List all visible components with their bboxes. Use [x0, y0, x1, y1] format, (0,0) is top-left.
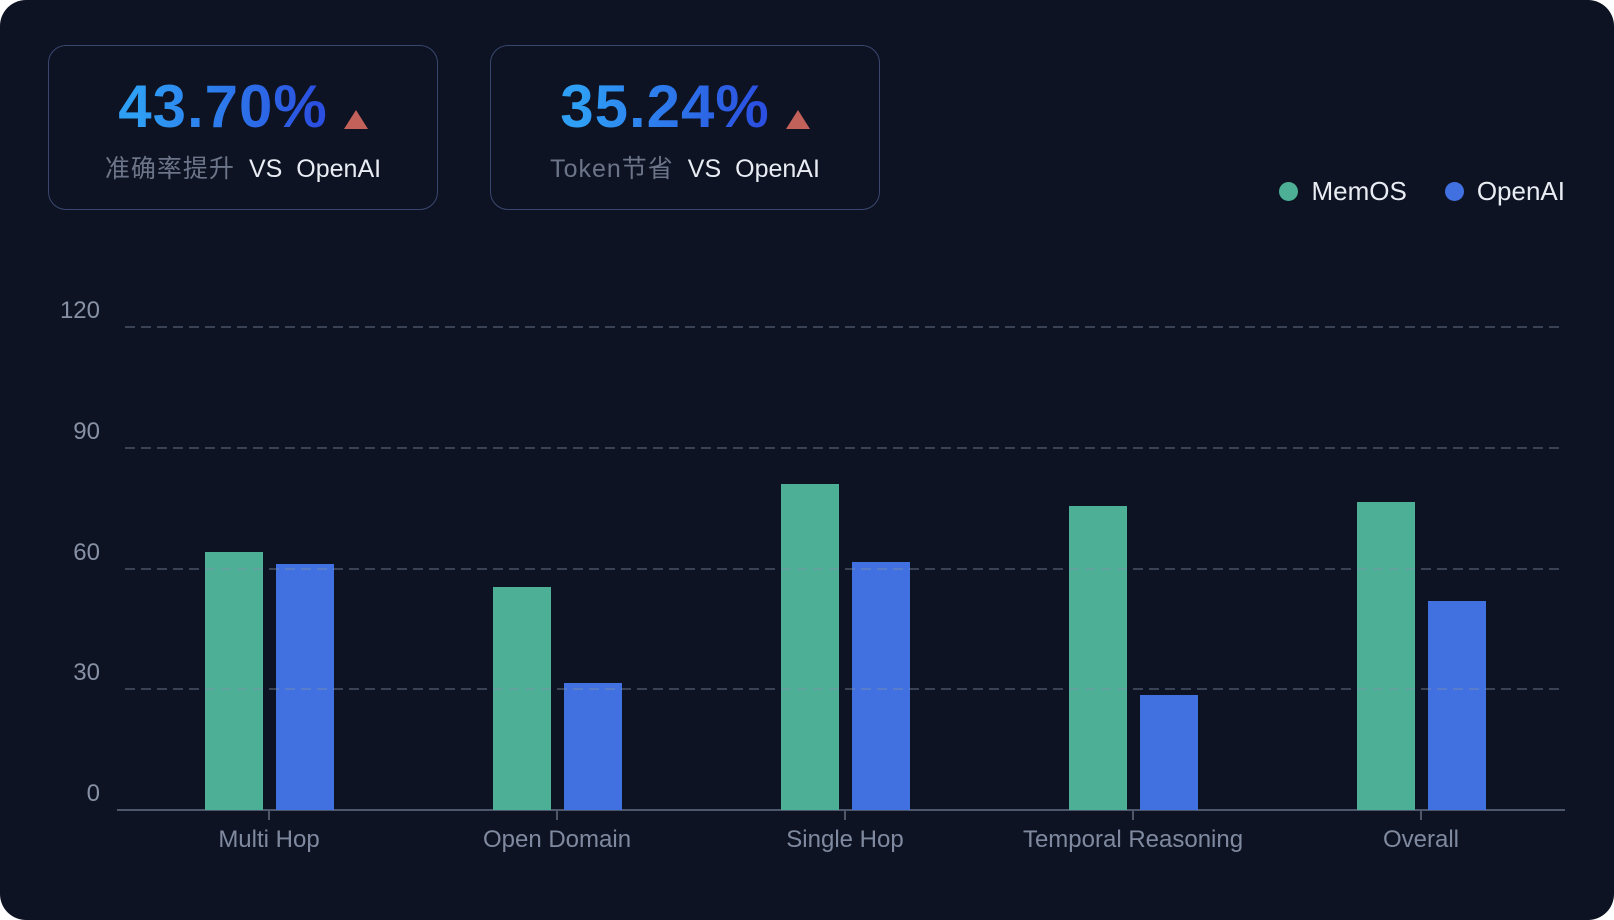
- bar-memos-single-hop[interactable]: [780, 483, 839, 810]
- stat-label-row: Token节省 VS OpenAI: [550, 149, 820, 185]
- y-axis-label-0: 0: [86, 780, 100, 807]
- gridline-120: [125, 326, 1565, 328]
- stats-row: 43.70% 准确率提升 VS OpenAI 35.24% Token节省 VS…: [48, 45, 880, 210]
- memos-dot-icon: [1279, 182, 1299, 201]
- bar-group-temporal-reasoning: Temporal Reasoning: [989, 327, 1277, 853]
- y-axis-label-60: 60: [73, 538, 100, 566]
- x-axis-label-overall: Overall: [1382, 826, 1460, 853]
- bar-openai-temporal-reasoning[interactable]: [1139, 695, 1198, 810]
- x-axis-tick: [844, 810, 846, 820]
- vs-label: VS: [687, 154, 722, 183]
- triangle-up-icon: [343, 109, 368, 129]
- bar-group-overall: Overall: [1277, 327, 1565, 853]
- bar-openai-open-domain[interactable]: [563, 683, 622, 810]
- bar-openai-multi-hop[interactable]: [275, 564, 334, 810]
- openai-dot-icon: [1444, 182, 1464, 201]
- chart-legend: MemOS OpenAI: [1279, 176, 1565, 207]
- bar-group-single-hop: Single Hop: [701, 327, 989, 853]
- y-axis-label-30: 30: [73, 659, 100, 687]
- x-axis-label-multi-hop: Multi Hop: [218, 826, 320, 853]
- bar-memos-temporal-reasoning[interactable]: [1068, 506, 1127, 810]
- bar-group-multi-hop: Multi Hop: [125, 327, 413, 853]
- x-axis-label-temporal-reasoning: Temporal Reasoning: [1022, 826, 1244, 853]
- x-axis-tick: [556, 810, 558, 820]
- legend-label: MemOS: [1311, 176, 1407, 206]
- x-axis-tick: [1132, 810, 1134, 820]
- x-axis-tick: [1420, 810, 1422, 820]
- triangle-up-icon: [785, 109, 810, 129]
- bar-group-open-domain: Open Domain: [413, 327, 701, 853]
- stat-label-row: 准确率提升 VS OpenAI: [105, 149, 381, 185]
- stat-card-accuracy: 43.70% 准确率提升 VS OpenAI: [48, 45, 438, 210]
- x-axis-label-single-hop: Single Hop: [786, 826, 904, 853]
- legend-label: OpenAI: [1476, 176, 1565, 206]
- stat-value-row: 43.70%: [118, 72, 368, 140]
- x-axis-label-open-domain: Open Domain: [482, 826, 632, 853]
- accuracy-improvement-value: 43.70%: [118, 72, 328, 140]
- bar-groups: Multi Hop Open Domain Single Hop Temporal R…: [125, 327, 1565, 853]
- vs-target-label: OpenAI: [296, 154, 382, 183]
- vs-label: VS: [248, 154, 283, 183]
- legend-item-memos[interactable]: MemOS: [1279, 176, 1407, 207]
- bar-openai-overall[interactable]: [1427, 600, 1486, 810]
- gridline-30: [125, 688, 1565, 691]
- y-axis-label-90: 90: [73, 417, 100, 445]
- accuracy-metric-label: 准确率提升: [104, 154, 235, 183]
- stat-value-row: 35.24%: [560, 72, 810, 140]
- vs-target-label: OpenAI: [735, 154, 820, 183]
- bar-memos-multi-hop[interactable]: [204, 552, 263, 810]
- x-axis-line: [117, 809, 1565, 811]
- bar-openai-single-hop[interactable]: [851, 562, 910, 810]
- y-axis-label-120: 120: [59, 297, 100, 324]
- stat-card-token-saving: 35.24% Token节省 VS OpenAI: [490, 45, 880, 210]
- token-saving-value: 35.24%: [560, 72, 770, 140]
- plot-area: Multi Hop Open Domain Single Hop Temporal R…: [60, 297, 1565, 853]
- token-metric-label: Token节省: [550, 154, 674, 183]
- x-axis-tick: [268, 810, 270, 820]
- gridline-90: [125, 446, 1565, 449]
- legend-item-openai[interactable]: OpenAI: [1444, 176, 1565, 207]
- bar-memos-overall[interactable]: [1356, 502, 1415, 810]
- bar-memos-open-domain[interactable]: [492, 586, 551, 810]
- gridline-60: [125, 567, 1565, 570]
